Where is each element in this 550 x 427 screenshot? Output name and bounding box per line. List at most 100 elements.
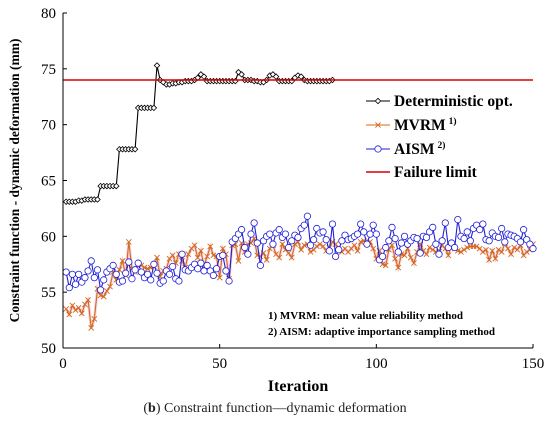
data-point <box>351 242 358 249</box>
caption-letter: b <box>148 401 156 416</box>
data-point <box>275 226 283 234</box>
data-point <box>204 253 211 260</box>
data-point <box>147 276 155 284</box>
data-point <box>279 241 286 248</box>
legend: Deterministic opt. MVRM 1) AISM 2) Failure li… <box>366 93 513 181</box>
data-point <box>81 274 89 282</box>
data-point <box>479 249 486 255</box>
data-point <box>93 266 102 274</box>
data-point <box>300 221 308 229</box>
data-point <box>483 246 489 253</box>
legend-entry: AISM 2) <box>366 140 445 158</box>
data-point <box>479 220 487 228</box>
data-point <box>100 276 108 284</box>
caption-prefix: ( <box>143 401 149 416</box>
data-point <box>69 302 76 309</box>
data-point <box>150 104 158 112</box>
data-point <box>82 301 88 308</box>
data-point <box>466 237 474 245</box>
data-point <box>508 251 514 258</box>
data-point <box>125 258 133 266</box>
data-point <box>370 245 377 252</box>
data-point <box>429 223 437 231</box>
data-point <box>87 257 95 265</box>
data-point <box>357 220 365 228</box>
data-point <box>197 259 205 267</box>
data-point <box>294 233 302 242</box>
data-point <box>388 223 396 231</box>
data-point <box>128 275 136 283</box>
data-point <box>397 239 405 247</box>
x-tick-label: 50 <box>212 356 227 372</box>
data-point <box>288 237 296 245</box>
data-point <box>432 240 440 248</box>
data-point <box>485 237 493 245</box>
data-point <box>88 324 95 331</box>
legend-label: MVRM 1) <box>394 116 457 134</box>
data-point <box>372 230 380 238</box>
data-point <box>498 224 506 233</box>
data-point <box>281 230 290 238</box>
y-tick-label: 65 <box>41 174 56 190</box>
data-point <box>378 252 387 261</box>
y-tick-label: 80 <box>41 6 56 22</box>
data-point <box>375 122 381 128</box>
data-point <box>489 247 496 254</box>
data-point <box>68 270 77 278</box>
data-point <box>320 243 326 250</box>
data-point <box>112 270 120 278</box>
data-point <box>241 243 249 252</box>
data-point <box>335 246 343 254</box>
note-line: 1) MVRM: mean value reliability method <box>268 310 463 322</box>
data-point <box>100 293 107 300</box>
data-point <box>429 246 436 253</box>
caption-text: ) Constraint function—dynamic deformatio… <box>155 401 407 416</box>
legend-label: Failure limit <box>394 164 478 181</box>
legend-entry: MVRM 1) <box>366 116 457 134</box>
data-point <box>407 254 414 261</box>
data-point <box>463 228 471 236</box>
data-point <box>392 255 399 262</box>
legend-entry: Failure limit <box>366 164 478 181</box>
data-point <box>65 284 73 292</box>
data-point <box>165 270 174 278</box>
data-point <box>473 243 480 250</box>
data-point <box>423 251 430 258</box>
data-point <box>391 234 399 243</box>
data-point <box>353 230 362 238</box>
data-point <box>119 257 126 264</box>
data-point <box>354 247 361 254</box>
data-point <box>441 219 449 227</box>
data-point <box>495 246 502 253</box>
data-point <box>511 244 518 251</box>
legend-label: Deterministic opt. <box>394 93 513 110</box>
plot-area <box>62 62 537 331</box>
x-tick-label: 100 <box>365 356 388 372</box>
data-point <box>75 270 83 278</box>
data-point <box>219 245 226 252</box>
data-point <box>256 261 264 269</box>
data-point <box>400 232 409 240</box>
data-point <box>395 264 402 271</box>
data-point <box>385 237 393 245</box>
data-point <box>298 246 305 253</box>
data-point <box>514 246 521 253</box>
data-point <box>505 245 511 252</box>
series-line <box>66 65 333 203</box>
data-point <box>416 249 424 257</box>
data-point <box>153 62 161 69</box>
y-tick-label: 55 <box>41 285 56 301</box>
data-point <box>523 249 530 255</box>
data-point <box>97 286 105 294</box>
data-point <box>382 262 389 269</box>
data-point <box>216 274 223 281</box>
data-point <box>366 230 374 238</box>
data-point <box>66 311 73 318</box>
data-point <box>160 78 167 86</box>
data-point <box>97 292 104 299</box>
data-point <box>235 68 242 76</box>
x-tick-label: 150 <box>522 356 545 372</box>
data-point <box>175 277 183 285</box>
y-tick-label: 60 <box>41 229 56 245</box>
data-point <box>185 251 192 258</box>
